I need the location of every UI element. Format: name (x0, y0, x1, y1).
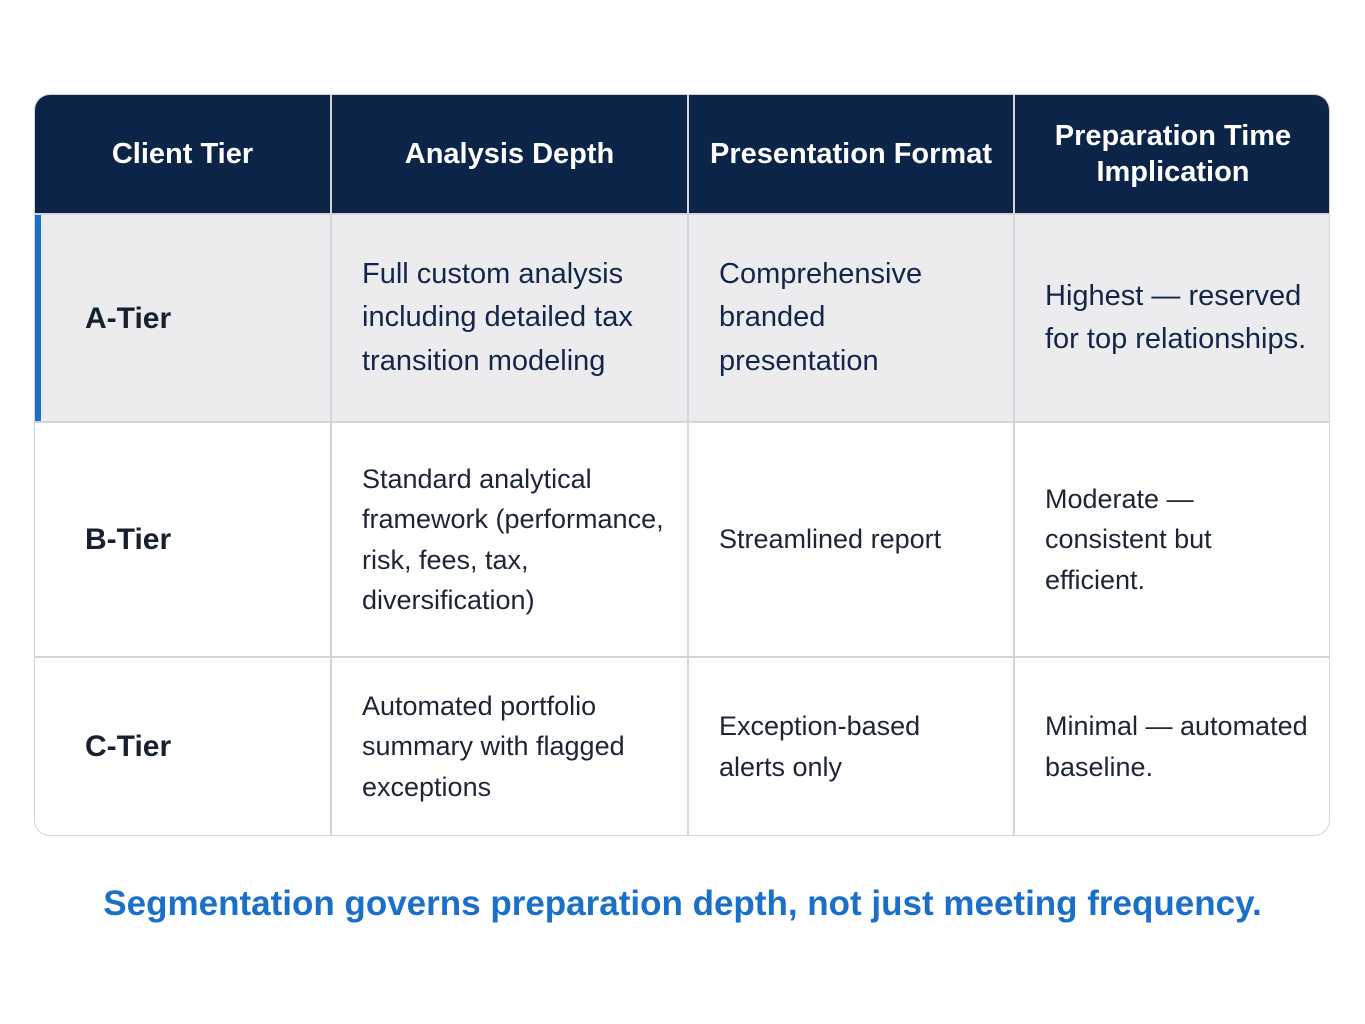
table-cell: Exception-based alerts only (687, 656, 1014, 835)
table-cell: Streamlined report (687, 421, 1014, 657)
table-cell: Standard analytical framework (performan… (330, 421, 688, 657)
table-row: A-Tier Full custom analysis including de… (35, 213, 1329, 422)
header-cell: Preparation Time Implication (1013, 95, 1329, 214)
header-cell: Presentation Format (687, 95, 1014, 214)
table-cell: Highest — reserved for top relationships… (1013, 213, 1329, 422)
header-row: Client Tier Analysis Depth Presentation … (35, 95, 1329, 214)
header-cell: Client Tier (35, 95, 331, 214)
table-row: B-Tier Standard analytical framework (pe… (35, 421, 1329, 657)
table-row: C-Tier Automated portfolio summary with … (35, 656, 1329, 835)
table-cell: Automated portfolio summary with flagged… (330, 656, 688, 835)
tier-table: Client Tier Analysis Depth Presentation … (35, 95, 1329, 835)
tier-cell: A-Tier (35, 213, 331, 422)
table-frame: Client Tier Analysis Depth Presentation … (34, 94, 1330, 836)
table-cell: Comprehensive branded presentation (687, 213, 1014, 422)
caption: Segmentation governs preparation depth, … (103, 884, 1262, 923)
tier-cell: C-Tier (35, 656, 331, 835)
tier-cell: B-Tier (35, 421, 331, 657)
table-cell: Moderate — consistent but efficient. (1013, 421, 1329, 657)
table-cell: Minimal — automated baseline. (1013, 656, 1329, 835)
header-cell: Analysis Depth (330, 95, 688, 214)
table-cell: Full custom analysis including detailed … (330, 213, 688, 422)
